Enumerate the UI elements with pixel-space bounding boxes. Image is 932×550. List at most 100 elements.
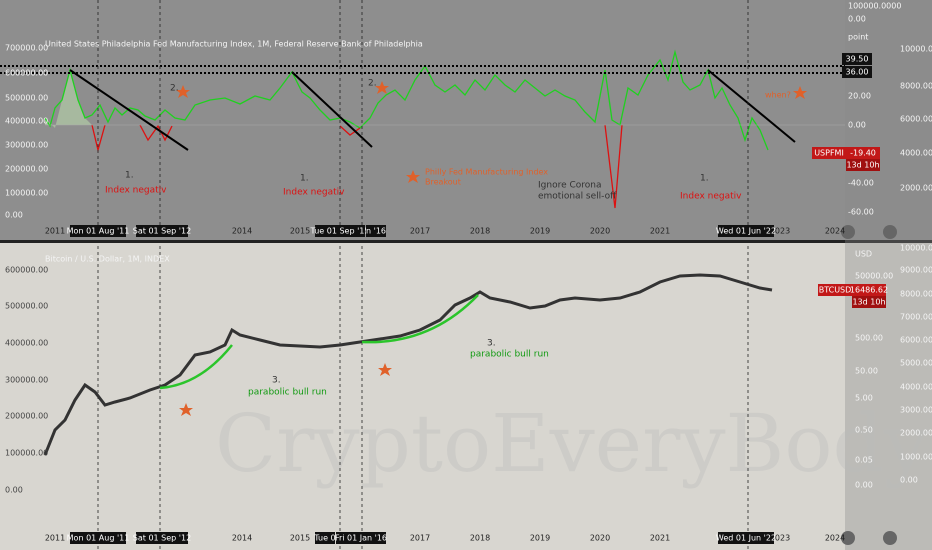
x-axis-label: 2019 (530, 227, 550, 236)
right-axis-label: 10000.00 (900, 244, 932, 253)
annotation: 1. (125, 171, 134, 181)
left-axis-label: 300000.00 (5, 141, 48, 150)
annotation: Breakout (425, 178, 461, 187)
date-badge: Wed 01 Jun '22 (716, 225, 776, 237)
right-axis-label: 9000.00 (900, 266, 932, 275)
date-badge-bg (366, 225, 386, 237)
right-axis-label: 1000.00 (900, 453, 932, 462)
right-axis-label: 0.00 (848, 15, 866, 24)
symbol-time-bg (852, 296, 886, 308)
date-badge-text: Fri 01 Jan '16 (335, 534, 387, 543)
symbol-badge-bg (812, 147, 846, 159)
date-badge-bg (70, 532, 126, 544)
x-axis-label: 2018 (470, 534, 490, 543)
x-axis-label: 2011 (45, 227, 65, 236)
date-badge: Mon 01 Aug '11 (67, 225, 129, 237)
right-axis-label: 5.00 (855, 394, 873, 403)
right-axis-label: 6000.00 (900, 115, 932, 124)
x-axis-label: 2015 (290, 534, 310, 543)
price-tag-text: 39.50 (846, 55, 869, 64)
trend-line (707, 69, 796, 143)
left-axis-label: 100000.00 (5, 189, 48, 198)
x-axis-label: 2020 (590, 534, 610, 543)
watermark: CryptoEveryBody (215, 397, 929, 490)
right-axis-label: 20.00 (848, 92, 871, 101)
symbol-time: 13d 10h (846, 159, 880, 171)
right-axis-label: 4000.00 (900, 149, 932, 158)
right-axis-label: point (848, 33, 868, 42)
annotation: Index negativ (680, 192, 742, 202)
annotation: when? (765, 91, 791, 100)
x-axis-label: 2023 (770, 534, 790, 543)
symbol-time-text: 13d 10h (846, 161, 879, 170)
date-badge-text: n '16 (366, 227, 386, 236)
pane-title: Bitcoin / U.S. Dollar, 1M, INDEX (45, 255, 170, 264)
date-badge-bg (70, 225, 126, 237)
right-axis-label: 0.00 (855, 481, 873, 490)
time-markers (97, 0, 749, 550)
date-badge-text: Sat 01 Sep '12 (133, 534, 191, 543)
date-badge: Sat 01 Sep '12 (133, 532, 191, 544)
annotation: Index negativ (105, 186, 167, 196)
left-axis-label: 600000.00 (5, 69, 48, 78)
date-badge-bg (136, 532, 188, 544)
right-axis-label: -40.00 (848, 179, 874, 188)
right-axis-label: 100000.0000 (848, 2, 901, 11)
date-badge-bg (336, 532, 386, 544)
pane-title: United States Philadelphia Fed Manufactu… (45, 40, 423, 49)
left-axis-label: 600000.00 (5, 266, 48, 275)
right-axis-label: 8000.00 (900, 290, 932, 299)
symbol-value-bg (852, 284, 886, 296)
right-axis-label: 3000.00 (900, 406, 932, 415)
x-axis-label: 2021 (650, 227, 670, 236)
price-tag: 36.00 (842, 66, 872, 78)
right-axis-label: 0.05 (855, 456, 873, 465)
btc-candles (43, 273, 773, 456)
left-axis-label: 400000.00 (5, 117, 48, 126)
left-axis-label: 200000.00 (5, 165, 48, 174)
symbol-time: 13d 10h (852, 296, 886, 308)
bull-run-curve (159, 344, 233, 390)
x-axis-label: 2019 (530, 534, 550, 543)
price-tag-bg (842, 66, 872, 78)
date-badge-bg (315, 225, 365, 237)
annotation: 3. (272, 376, 281, 386)
right-axis-label: -60.00 (848, 208, 874, 217)
annotation: 3. (487, 339, 496, 349)
annotation: Ignore Corona (538, 181, 602, 191)
symbol-value-bg (846, 147, 880, 159)
date-badge-text: Sat 01 Sep '12 (133, 227, 191, 236)
x-axis-label: 2024 (825, 534, 845, 543)
left-axis-label: 700000.00 (5, 44, 48, 53)
symbol-badge: USPFMI (812, 147, 846, 159)
annotation: 2. (368, 79, 377, 89)
x-axis-label: 2024 (825, 227, 845, 236)
bottom-pane (0, 243, 932, 550)
date-badge-text: Wed 01 Jun '22 (716, 534, 776, 543)
bull-run-curve (361, 294, 479, 344)
symbol-badge: BTCUSD (818, 284, 852, 296)
right-axis-label: 5000.00 (900, 359, 932, 368)
right-axis-label: 6000.00 (900, 336, 932, 345)
date-badge: Tue 0 (313, 532, 336, 544)
annotation: parabolic bull run (248, 388, 327, 398)
index-negative (604, 124, 623, 209)
symbol-value: -19.40 (846, 147, 880, 159)
stars (176, 81, 807, 416)
right-axis-label: 4000.00 (900, 383, 932, 392)
annotation: Index negativ (283, 188, 345, 198)
date-badge-text: Mon 01 Aug '11 (67, 534, 130, 543)
left-axis-label: 400000.00 (5, 339, 48, 348)
right-axis-label: 0.50 (855, 426, 873, 435)
symbol-badge-text: USPFMI (814, 149, 844, 158)
date-badge: Wed 01 Jun '22 (716, 532, 776, 544)
scale-buttons[interactable] (841, 225, 897, 545)
right-axis-label: 2000.00 (900, 184, 932, 193)
price-tag-text: 36.00 (846, 68, 869, 77)
date-badge-bg (315, 532, 335, 544)
right-axis-label: 10000.00 (900, 45, 932, 54)
right-axis-label: 0.00 (900, 476, 918, 485)
date-badge: Fri 01 Jan '16 (335, 532, 387, 544)
x-axis-label: 2018 (470, 227, 490, 236)
